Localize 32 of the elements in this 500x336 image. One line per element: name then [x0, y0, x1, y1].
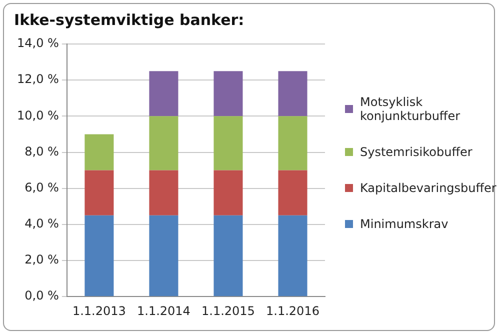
bar	[278, 116, 308, 170]
bar	[149, 170, 178, 216]
legend-label: Motsyklisk konjunkturbuffer	[360, 95, 462, 123]
x-tick-label: 1.1.2014	[136, 304, 190, 318]
legend-label: Kapitalbevaringsbuffer	[360, 181, 496, 195]
legend-label: Systemrisikobuffer	[360, 145, 472, 159]
bar	[278, 71, 308, 116]
y-tick-label: 10,0 %	[17, 108, 59, 122]
legend-label: Minimumskrav	[360, 217, 448, 231]
x-tick-label: 1.1.2013	[72, 304, 126, 318]
bar	[278, 215, 308, 296]
y-tick-label: 4,0 %	[24, 216, 59, 231]
bar	[149, 71, 178, 116]
x-tick-label: 1.1.2016	[266, 304, 320, 318]
y-tick-label: 8,0 %	[24, 144, 59, 158]
bar	[84, 134, 114, 170]
bar	[149, 215, 178, 296]
bar	[214, 215, 243, 296]
bar	[149, 116, 178, 170]
bar	[278, 170, 308, 216]
bar	[84, 215, 114, 296]
chart-title: Ikke-systemviktige banker:	[14, 10, 244, 29]
bar	[214, 71, 243, 116]
bar	[214, 170, 243, 216]
y-tick-label: 6,0 %	[24, 180, 59, 194]
bar	[214, 116, 243, 170]
bar	[84, 170, 114, 216]
y-tick-label: 14,0 %	[17, 36, 59, 50]
x-tick-label: 1.1.2015	[202, 304, 255, 318]
y-tick-label: 0,0 %	[24, 288, 59, 303]
y-tick-label: 2,0 %	[24, 252, 59, 267]
y-tick-label: 12,0 %	[17, 72, 59, 86]
